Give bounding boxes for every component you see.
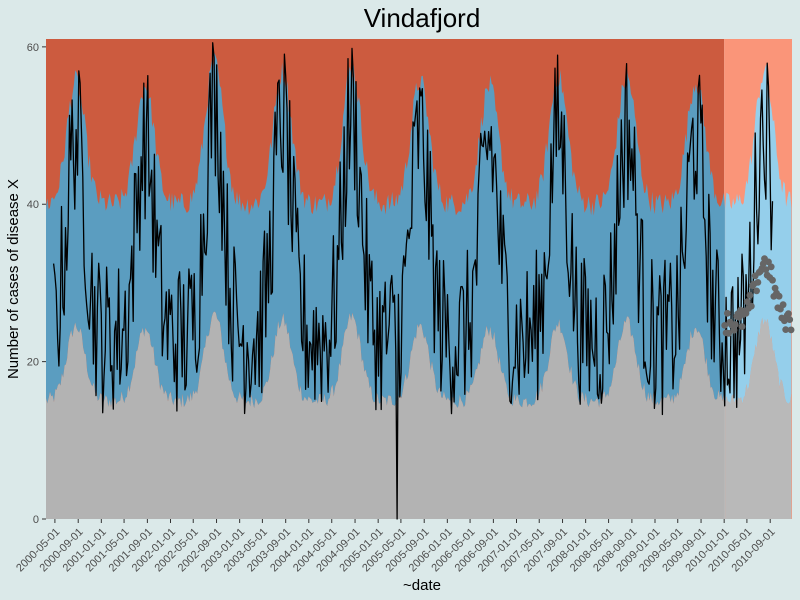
forecast-point bbox=[721, 322, 729, 329]
observed-cases-line bbox=[52, 42, 774, 520]
forecast-point bbox=[782, 326, 790, 333]
y-tick-label: 40 bbox=[27, 199, 39, 211]
y-tick-label: 60 bbox=[27, 42, 39, 54]
forecast-point bbox=[786, 316, 794, 323]
forecast-point bbox=[767, 263, 775, 271]
forecast-point bbox=[759, 260, 767, 268]
y-axis: 0 20 40 60 bbox=[27, 42, 46, 526]
forecast-point bbox=[730, 326, 738, 334]
forecast-point bbox=[779, 301, 787, 309]
forecast-point bbox=[742, 309, 750, 317]
forecast-point bbox=[743, 298, 751, 306]
forecast-point bbox=[787, 326, 795, 334]
forecast-point bbox=[785, 310, 792, 318]
chart-title: Vindafjord bbox=[364, 3, 481, 33]
forecast-point bbox=[781, 317, 788, 325]
y-tick-label: 20 bbox=[27, 357, 39, 369]
x-axis: 2000-05-012000-09-012001-01-012001-05-01… bbox=[14, 519, 778, 574]
forecast-point bbox=[746, 291, 754, 299]
forecast-point bbox=[753, 287, 760, 295]
forecast-point bbox=[771, 284, 779, 292]
below-band-area-forecast bbox=[725, 317, 792, 519]
y-tick-label: 0 bbox=[33, 514, 39, 526]
forecast-point bbox=[769, 276, 776, 284]
forecast-point bbox=[775, 292, 783, 300]
y-axis-label: Number of cases of disease X bbox=[5, 179, 22, 379]
forecast-point bbox=[738, 323, 746, 330]
forecast-point bbox=[754, 279, 762, 286]
forecast-shade bbox=[724, 39, 792, 519]
x-axis-label: ~date bbox=[403, 577, 441, 594]
below-band-area bbox=[46, 311, 726, 519]
forecast-point bbox=[731, 321, 739, 328]
forecast-point bbox=[724, 309, 731, 317]
plot-area bbox=[46, 39, 795, 520]
forecast-point bbox=[762, 266, 770, 273]
forecast-point bbox=[725, 329, 733, 337]
forecast-point bbox=[747, 302, 755, 310]
